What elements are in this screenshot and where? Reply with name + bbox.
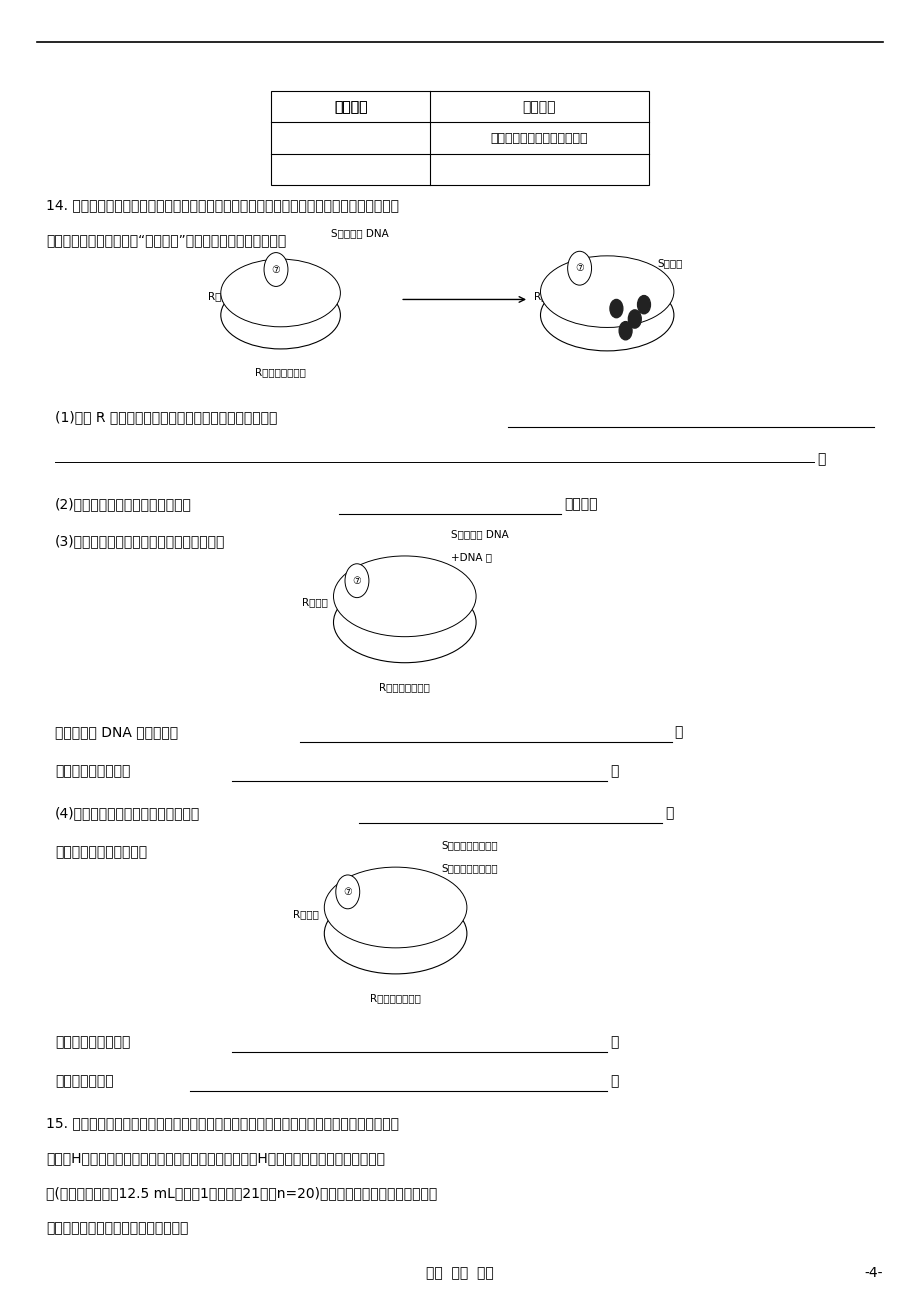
Circle shape (609, 299, 622, 318)
Text: 的精子计数。实验内容及结果见下表：: 的精子计数。实验内容及结果见下表： (46, 1221, 188, 1236)
Text: (2)依据上面实验的图解，可以作出: (2)依据上面实验的图解，可以作出 (55, 497, 192, 512)
Text: -4-: -4- (864, 1267, 882, 1280)
Text: 。: 。 (816, 452, 824, 466)
Text: ⑦: ⑦ (343, 887, 352, 897)
Text: ，: ， (609, 1035, 618, 1049)
Bar (271, 91, 648, 185)
Ellipse shape (324, 867, 467, 948)
Text: ⑦: ⑦ (271, 264, 280, 275)
Text: 14. 如图为肺炎双球菌转化实验的部分图解，该实验是在格里菲思肺炎双球菌转化实验的基础: 14. 如图为肺炎双球菌转化实验的部分图解，该实验是在格里菲思肺炎双球菌转化实验… (46, 198, 399, 212)
Text: 加入: 加入 (374, 568, 387, 578)
Text: S型细菌: S型细菌 (657, 258, 683, 268)
Circle shape (567, 251, 591, 285)
Text: 。: 。 (609, 764, 618, 779)
Text: 15. 环境激素是指由于人类的生产和生活活动而排放到周围环境中的某些化学物质。为研究环: 15. 环境激素是指由于人类的生产和生活活动而排放到周围环境中的某些化学物质。为… (46, 1116, 399, 1130)
Text: ⑦: ⑦ (574, 263, 584, 273)
Text: 境激素H对小鼠产生精子数的影响，用玉米油和环境激素H分别处理对照组和实验组雄性小: 境激素H对小鼠产生精子数的影响，用玉米油和环境激素H分别处理对照组和实验组雄性小 (46, 1151, 384, 1165)
Text: 加入: 加入 (285, 267, 298, 277)
Circle shape (345, 564, 369, 598)
Text: (3)为验证上面的假设，设计了下面的实验：: (3)为验证上面的假设，设计了下面的实验： (55, 534, 225, 548)
Text: S型细菌的荚膜多糖: S型细菌的荚膜多糖 (441, 863, 498, 874)
Circle shape (637, 296, 650, 314)
Text: 的假设。: 的假设。 (563, 497, 596, 512)
Circle shape (618, 322, 631, 340)
Text: 为此设计了下面的实验：: 为此设计了下面的实验： (55, 845, 147, 859)
Ellipse shape (333, 556, 476, 637)
Circle shape (264, 253, 288, 286)
Text: 观察到的实验现象是: 观察到的实验现象是 (55, 1035, 130, 1049)
Text: ，: ， (664, 806, 673, 820)
Text: 加入: 加入 (365, 879, 378, 889)
Text: R型细菌: R型细菌 (292, 909, 318, 919)
Ellipse shape (324, 893, 467, 974)
Text: ，: ， (674, 725, 682, 740)
Text: 该实验能够说明: 该实验能够说明 (55, 1074, 114, 1088)
Text: R型细菌的培养基: R型细菌的培养基 (255, 367, 306, 378)
Text: 实验结果: 实验结果 (334, 100, 367, 113)
Text: 观察到的实验现象是: 观察到的实验现象是 (55, 764, 130, 779)
Ellipse shape (540, 280, 673, 350)
Text: 实验结论: 实验结论 (522, 100, 555, 113)
Text: R型细菌: R型细菌 (301, 598, 327, 608)
Ellipse shape (221, 281, 340, 349)
Text: 。: 。 (609, 1074, 618, 1088)
Text: +DNA 酶: +DNA 酶 (450, 552, 492, 562)
Text: S型细菌的 DNA: S型细菌的 DNA (450, 529, 508, 539)
Text: R型细菌的培养基: R型细菌的培养基 (379, 682, 430, 693)
Text: 实验结果: 实验结果 (334, 100, 367, 113)
Text: 上进行的，其目的是证明“转化因子”的化学成分。请据图回答：: 上进行的，其目的是证明“转化因子”的化学成分。请据图回答： (46, 233, 286, 247)
Text: 用心  爱心  专心: 用心 爱心 专心 (425, 1267, 494, 1280)
Text: (1)在对 R 型细菌进行培养之前，必须首先进行的工作是: (1)在对 R 型细菌进行培养之前，必须首先进行的工作是 (55, 410, 278, 424)
Circle shape (335, 875, 359, 909)
Circle shape (628, 310, 641, 328)
Ellipse shape (333, 582, 476, 663)
Text: (4)通过上面两步实验，仍然不能说明: (4)通过上面两步实验，仍然不能说明 (55, 806, 200, 820)
Text: S型细菌的 DNA: S型细菌的 DNA (331, 228, 389, 238)
Ellipse shape (540, 255, 673, 327)
Text: 鼠(每千克体重注射12.5 mL，每天1次，连续21天，n=20)。实验结束后，对每只小鼠产生: 鼠(每千克体重注射12.5 mL，每天1次，连续21天，n=20)。实验结束后，… (46, 1186, 437, 1200)
Text: S型细菌的蛋白质或: S型细菌的蛋白质或 (441, 840, 498, 850)
Text: R型细菌的培养基: R型细菌的培养基 (369, 993, 421, 1004)
Text: R型细菌: R型细菌 (534, 292, 560, 302)
Text: 赖氨酸不是大鼠的必需氨基酸: 赖氨酸不是大鼠的必需氨基酸 (490, 132, 587, 145)
Text: ⑦: ⑦ (352, 575, 361, 586)
Ellipse shape (221, 259, 340, 327)
Text: R型细菌: R型细菌 (208, 292, 233, 302)
Text: 该实验中加 DNA 酶的目的是: 该实验中加 DNA 酶的目的是 (55, 725, 178, 740)
